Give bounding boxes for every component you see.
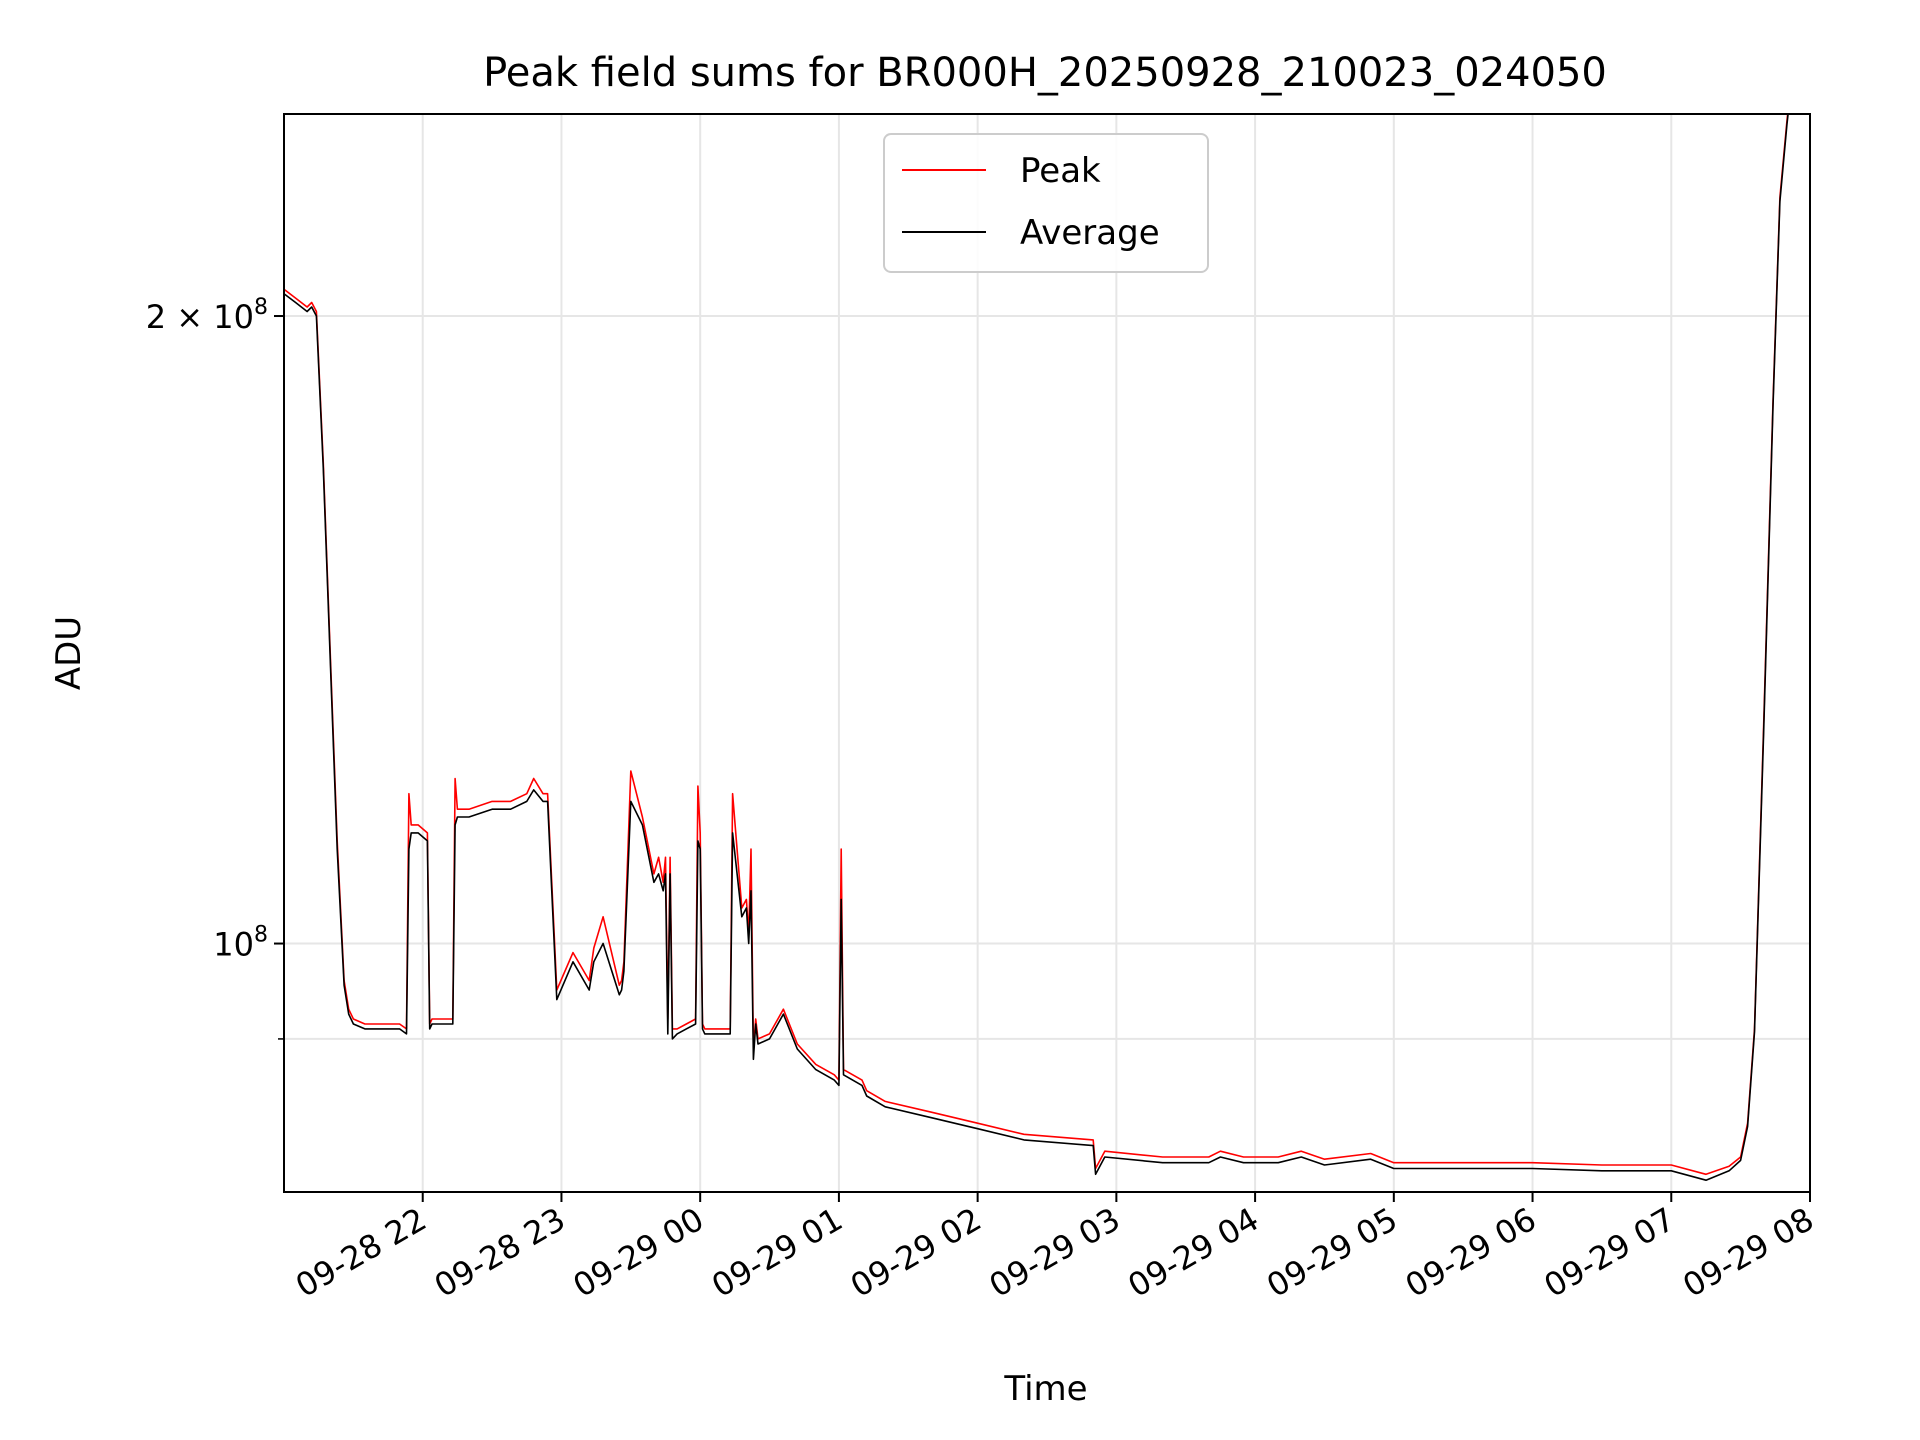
x-tick-label: 09-29 00	[567, 1200, 711, 1305]
y-axis-ticks: 108 2 × 108	[146, 295, 284, 1040]
x-tick-label: 09-28 23	[428, 1200, 572, 1305]
legend: Peak Average	[883, 133, 1209, 273]
x-tick-label: 09-29 05	[1260, 1200, 1404, 1305]
x-tick-label: 09-29 02	[844, 1200, 988, 1305]
grid	[284, 114, 1811, 1192]
y-axis-label: ADU	[49, 616, 89, 690]
plot-lines	[284, 114, 1789, 1181]
x-tick-label: 09-29 04	[1121, 1200, 1265, 1305]
chart-title: Peak field sums for BR000H_20250928_2100…	[483, 50, 1607, 96]
y-tick-label: 2 × 108	[146, 295, 268, 336]
x-tick-label: 09-29 03	[983, 1200, 1127, 1305]
y-tick-label: 108	[213, 923, 268, 964]
series-line-average	[284, 114, 1789, 1181]
x-tick-label: 09-29 07	[1538, 1200, 1682, 1305]
x-tick-label: 09-28 22	[289, 1200, 433, 1305]
x-tick-label: 09-29 01	[705, 1200, 849, 1305]
x-tick-label: 09-29 08	[1676, 1200, 1820, 1305]
x-tick-label: 09-29 06	[1399, 1200, 1543, 1305]
legend-box	[883, 133, 1209, 273]
legend-label-average: Average	[1020, 213, 1160, 253]
legend-label-peak: Peak	[1020, 151, 1101, 191]
plot-frame	[283, 113, 1811, 1193]
x-axis-label: Time	[1003, 1369, 1087, 1409]
